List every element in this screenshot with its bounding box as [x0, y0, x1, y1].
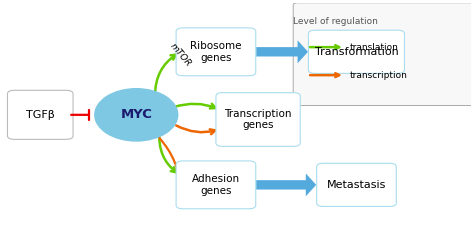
Text: Transformation: Transformation	[315, 47, 398, 57]
Text: MYC: MYC	[120, 108, 152, 121]
Text: Adhesion
genes: Adhesion genes	[192, 174, 240, 196]
FancyBboxPatch shape	[8, 90, 73, 139]
Text: Transcription
genes: Transcription genes	[224, 109, 292, 130]
Text: transcription: transcription	[349, 71, 407, 80]
Text: TGFβ: TGFβ	[26, 110, 55, 120]
Text: Metastasis: Metastasis	[327, 180, 386, 190]
FancyBboxPatch shape	[216, 93, 300, 146]
FancyBboxPatch shape	[176, 28, 256, 76]
Text: Level of regulation: Level of regulation	[293, 17, 378, 26]
Text: mTOR: mTOR	[168, 42, 193, 69]
FancyBboxPatch shape	[309, 30, 404, 73]
FancyBboxPatch shape	[176, 161, 256, 209]
Text: translation: translation	[349, 43, 398, 52]
Ellipse shape	[94, 88, 178, 142]
Text: Ribosome
genes: Ribosome genes	[190, 41, 242, 63]
FancyBboxPatch shape	[317, 163, 396, 206]
FancyBboxPatch shape	[293, 3, 474, 105]
